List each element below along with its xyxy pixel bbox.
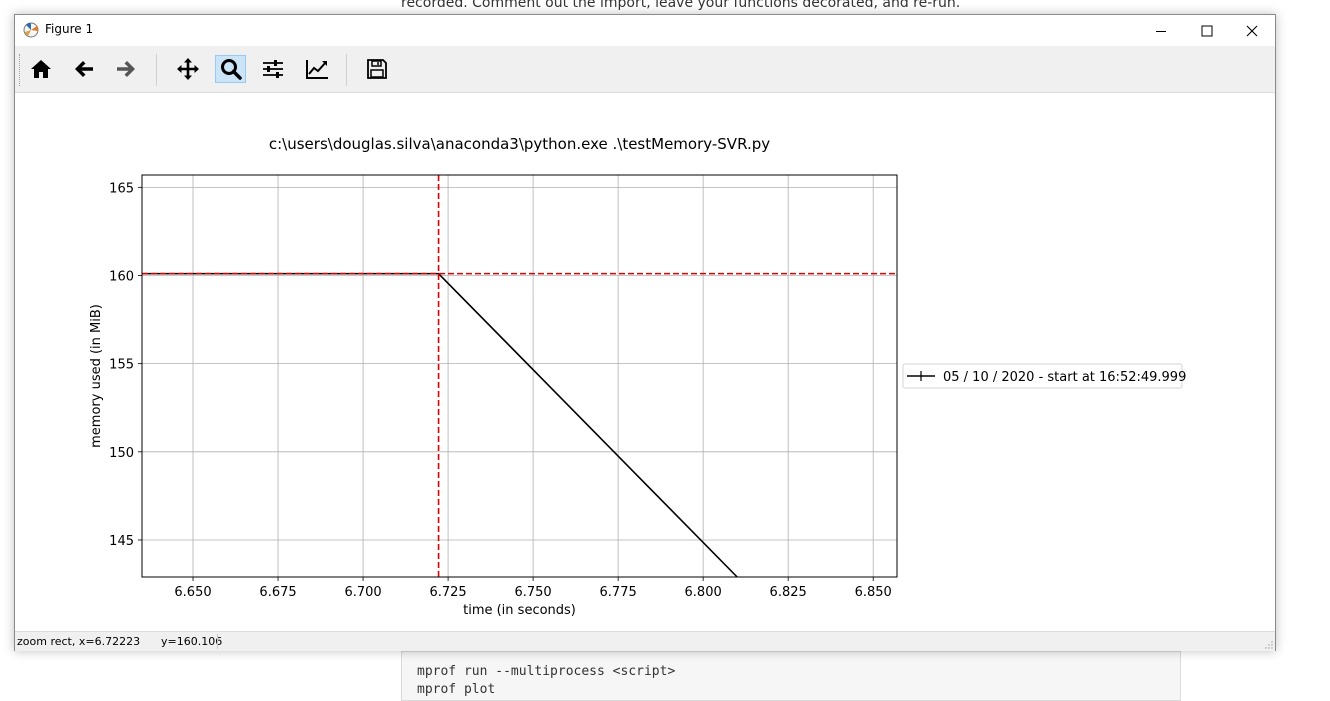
sliders-icon	[262, 60, 283, 78]
cursor-coordinates: zoom rect, x=6.72223 y=160.106	[17, 635, 223, 648]
minimize-button[interactable]	[1138, 15, 1184, 46]
window-title: Figure 1	[45, 22, 94, 36]
legend-entry: 05 / 10 / 2020 - start at 16:52:49.999	[943, 370, 1186, 385]
configure-subplots-button[interactable]	[257, 55, 288, 83]
status-separator	[217, 634, 218, 649]
maximize-button[interactable]	[1184, 15, 1230, 46]
y-tick-label: 165	[109, 181, 134, 196]
y-tick-label: 155	[109, 358, 134, 373]
legend[interactable]: 05 / 10 / 2020 - start at 16:52:49.999	[902, 363, 1186, 389]
chart-title: c:\users\douglas.silva\anaconda3\python.…	[269, 135, 770, 153]
x-tick-label: 6.725	[429, 585, 466, 600]
figure-canvas[interactable]: 6.650 6.675 6.700 6.725 6.750 6.775 6.800 6.825…	[15, 94, 1275, 631]
background-page-text: recorded. Comment out the import, leave …	[401, 0, 961, 11]
ticks: 6.650 6.675 6.700 6.725 6.750 6.775 6.800 6.825…	[109, 181, 892, 600]
x-tick-label: 6.850	[855, 585, 892, 600]
x-tick-label: 6.775	[600, 585, 637, 600]
code-line: mprof plot	[417, 682, 496, 697]
grid-lines	[142, 175, 897, 577]
series-line	[142, 272, 738, 578]
edit-axis-button[interactable]	[301, 55, 332, 83]
resize-grip-icon[interactable]	[1265, 641, 1273, 649]
background-code-block: mprof run --multiprocess <script> mprof …	[401, 651, 1181, 701]
x-tick-label: 6.650	[174, 585, 211, 600]
arrow-right-icon	[116, 61, 135, 77]
title-bar[interactable]: Figure 1	[15, 15, 1275, 46]
back-button[interactable]	[68, 55, 99, 83]
move-icon	[176, 58, 199, 80]
toolbar-separator	[156, 54, 157, 86]
matplotlib-app-icon	[23, 22, 39, 38]
memory-usage-chart[interactable]: 6.650 6.675 6.700 6.725 6.750 6.775 6.800 6.825…	[15, 94, 1275, 631]
close-button[interactable]	[1229, 15, 1275, 46]
toolbar-separator	[346, 54, 347, 86]
x-axis-label: time (in seconds)	[463, 603, 576, 618]
floppy-disk-icon	[366, 59, 387, 79]
navigation-toolbar	[15, 46, 1275, 93]
crosshair-lines	[142, 175, 897, 577]
forward-button[interactable]	[110, 55, 141, 83]
magnifier-icon	[220, 59, 242, 80]
line-chart-icon	[305, 60, 328, 79]
series-layer	[142, 272, 738, 578]
x-tick-label: 6.700	[344, 585, 381, 600]
figure-window: Figure 1	[14, 14, 1276, 651]
minimize-icon	[1156, 30, 1166, 32]
code-line: mprof run --multiprocess <script>	[417, 664, 676, 679]
y-tick-label: 150	[109, 446, 134, 461]
pan-button[interactable]	[172, 55, 203, 83]
save-button[interactable]	[361, 55, 392, 83]
status-bar: zoom rect, x=6.72223 y=160.106	[15, 631, 1275, 651]
y-tick-label: 145	[109, 534, 134, 549]
axes-frame	[141, 174, 898, 578]
home-icon	[30, 60, 51, 78]
zoom-button[interactable]	[215, 55, 246, 83]
x-tick-label: 6.750	[514, 585, 551, 600]
toolbar-grip[interactable]	[19, 54, 22, 86]
x-tick-label: 6.800	[685, 585, 722, 600]
close-icon	[1246, 25, 1258, 36]
x-tick-label: 6.675	[259, 585, 296, 600]
home-button[interactable]	[25, 55, 56, 83]
maximize-icon	[1201, 25, 1213, 36]
arrow-left-icon	[74, 61, 93, 77]
y-tick-label: 160	[109, 270, 134, 285]
legend-box	[902, 363, 1183, 389]
x-tick-label: 6.825	[770, 585, 807, 600]
y-axis-label: memory used (in MiB)	[89, 304, 104, 448]
